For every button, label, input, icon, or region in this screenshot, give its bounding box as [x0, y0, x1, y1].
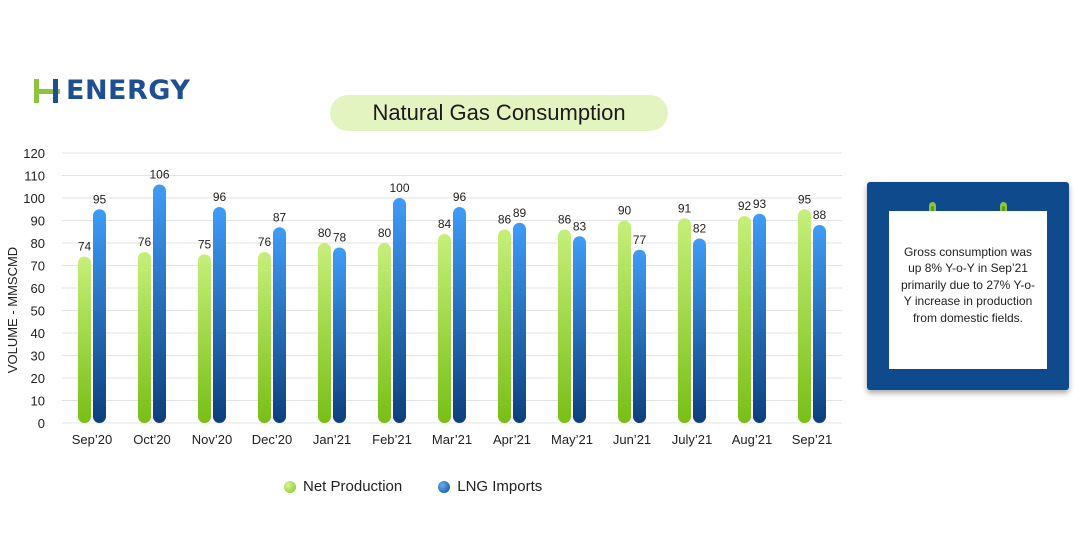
y-tick-label: 30: [31, 349, 45, 364]
bar-lng-imports: [393, 198, 406, 423]
bar-net-production: [618, 220, 631, 423]
data-label: 76: [258, 235, 272, 249]
data-label: 92: [738, 199, 752, 213]
bar-net-production: [258, 252, 271, 423]
y-tick-label: 0: [38, 416, 45, 431]
x-tick-label: Feb’21: [372, 432, 412, 447]
data-label: 96: [213, 190, 227, 204]
data-label: 100: [389, 181, 409, 195]
data-label: 75: [198, 237, 212, 251]
y-tick-label: 90: [31, 214, 45, 229]
data-label: 93: [753, 197, 767, 211]
y-tick-label: 50: [31, 304, 45, 319]
bar-lng-imports: [513, 222, 526, 423]
x-tick-label: Aug’21: [732, 432, 772, 447]
bar-lng-imports: [633, 249, 646, 423]
y-tick-label: 80: [31, 236, 45, 251]
data-label: 78: [333, 231, 347, 245]
x-tick-label: Dec’20: [252, 432, 292, 447]
data-label: 96: [453, 190, 467, 204]
bar-net-production: [558, 229, 571, 423]
bar-lng-imports: [573, 236, 586, 423]
bar-net-production: [678, 218, 691, 423]
data-label: 83: [573, 219, 587, 233]
data-label: 76: [138, 235, 152, 249]
bar-lng-imports: [693, 238, 706, 423]
y-tick-label: 60: [31, 281, 45, 296]
data-label: 80: [318, 226, 332, 240]
bar-net-production: [198, 254, 211, 423]
data-label: 90: [618, 204, 632, 218]
y-tick-label: 40: [31, 326, 45, 341]
logo-text: ENERGY: [66, 75, 191, 106]
logo-h-icon: [34, 79, 60, 103]
bar-net-production: [138, 252, 151, 423]
x-tick-label: Mar’21: [432, 432, 472, 447]
y-tick-label: 20: [31, 371, 45, 386]
x-tick-label: Jan’21: [313, 432, 351, 447]
bar-lng-imports: [153, 184, 166, 423]
y-tick-label: 100: [23, 191, 45, 206]
bar-chart: 0 10 20 30 40 50 60 70 80 90 100 110 120 74 95 76 106 75…: [5, 146, 842, 447]
bar-net-production: [378, 243, 391, 423]
data-label: 88: [813, 208, 827, 222]
x-tick-label: Sep’21: [792, 432, 832, 447]
bar-lng-imports: [813, 225, 826, 423]
note-paper: Gross consumption was up 8% Y-o-Y in Sep…: [889, 211, 1047, 369]
legend-dot-green: [284, 480, 296, 493]
data-label: 91: [678, 201, 692, 215]
data-label: 86: [558, 213, 572, 227]
chart-legend: Net Production LNG Imports: [284, 478, 578, 495]
y-tick-label: 120: [23, 146, 45, 161]
data-label: 89: [513, 206, 527, 220]
bar-net-production: [738, 216, 751, 423]
y-tick-label: 70: [31, 259, 45, 274]
data-label: 95: [93, 192, 107, 206]
data-label: 86: [498, 213, 512, 227]
x-tick-label: May’21: [551, 432, 593, 447]
y-axis-label: VOLUME - MMSCMD: [5, 247, 20, 373]
chart-title: Natural Gas Consumption: [330, 95, 668, 131]
y-tick-label: 10: [31, 394, 45, 409]
legend-dot-blue: [438, 480, 451, 493]
legend-item-lng-imports: LNG Imports: [438, 478, 542, 495]
data-label: 84: [438, 217, 452, 231]
bar-net-production: [318, 243, 331, 423]
legend-label: LNG Imports: [457, 478, 543, 495]
note-board: Gross consumption was up 8% Y-o-Y in Sep…: [867, 182, 1069, 390]
data-label: 82: [693, 222, 707, 236]
x-tick-label: July’21: [672, 432, 712, 447]
data-label: 74: [78, 240, 92, 254]
x-tick-label: Oct’20: [133, 432, 171, 447]
data-label: 80: [378, 226, 392, 240]
bar-lng-imports: [333, 247, 346, 423]
x-tick-label: Sep’20: [72, 432, 112, 447]
data-label: 77: [633, 233, 647, 247]
bar-lng-imports: [213, 207, 226, 423]
bar-net-production: [798, 209, 811, 423]
data-label: 95: [798, 192, 812, 206]
bar-lng-imports: [753, 213, 766, 423]
y-tick-label: 110: [24, 169, 45, 184]
data-label: 106: [149, 168, 169, 182]
data-label: 87: [273, 210, 287, 224]
bar-net-production: [498, 229, 511, 423]
brand-logo: ENERGY: [32, 76, 190, 106]
x-tick-label: Nov’20: [192, 432, 232, 447]
legend-item-net-production: Net Production: [284, 478, 402, 495]
bar-net-production: [438, 234, 451, 423]
legend-label: Net Production: [303, 478, 403, 495]
bar-lng-imports: [453, 207, 466, 423]
note-text: Gross consumption was up 8% Y-o-Y in Sep…: [900, 244, 1036, 325]
bar-lng-imports: [93, 209, 106, 423]
x-tick-label: Apr’21: [493, 432, 531, 447]
bar-lng-imports: [273, 227, 286, 423]
bar-net-production: [78, 256, 91, 423]
x-tick-label: Jun’21: [613, 432, 651, 447]
